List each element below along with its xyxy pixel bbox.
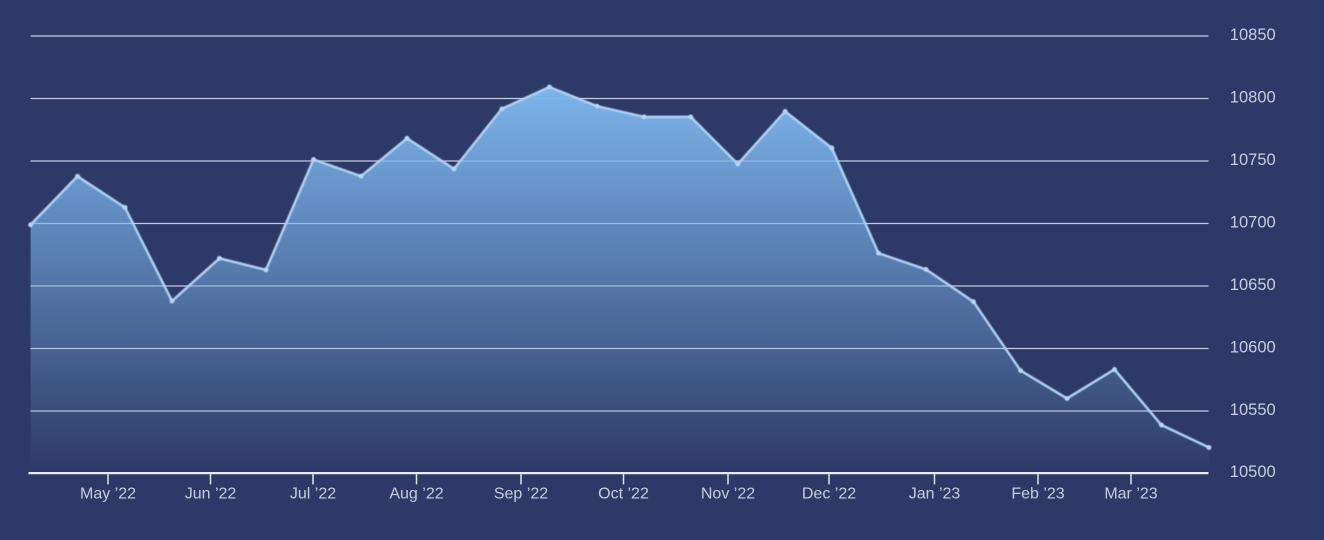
svg-text:10650: 10650 [1230, 276, 1276, 294]
svg-text:10850: 10850 [1230, 26, 1276, 44]
svg-text:10500: 10500 [1230, 463, 1276, 481]
svg-text:Jul ’22: Jul ’22 [290, 486, 336, 503]
svg-text:10800: 10800 [1230, 88, 1276, 106]
svg-text:Sep ’22: Sep ’22 [494, 486, 548, 503]
svg-text:10750: 10750 [1230, 151, 1276, 169]
svg-text:Jan ’23: Jan ’23 [909, 486, 961, 503]
svg-text:Jun ’22: Jun ’22 [185, 486, 237, 503]
svg-text:10700: 10700 [1230, 213, 1276, 231]
svg-text:Feb ’23: Feb ’23 [1011, 486, 1064, 503]
svg-text:10550: 10550 [1230, 401, 1276, 419]
svg-text:Nov ’22: Nov ’22 [701, 486, 755, 503]
svg-text:May ’22: May ’22 [80, 486, 136, 503]
svg-text:10600: 10600 [1230, 338, 1276, 356]
svg-text:Aug ’22: Aug ’22 [389, 486, 443, 503]
svg-text:Mar ’23: Mar ’23 [1104, 486, 1157, 503]
svg-text:Oct ’22: Oct ’22 [598, 486, 649, 503]
svg-text:Dec ’22: Dec ’22 [802, 486, 856, 503]
